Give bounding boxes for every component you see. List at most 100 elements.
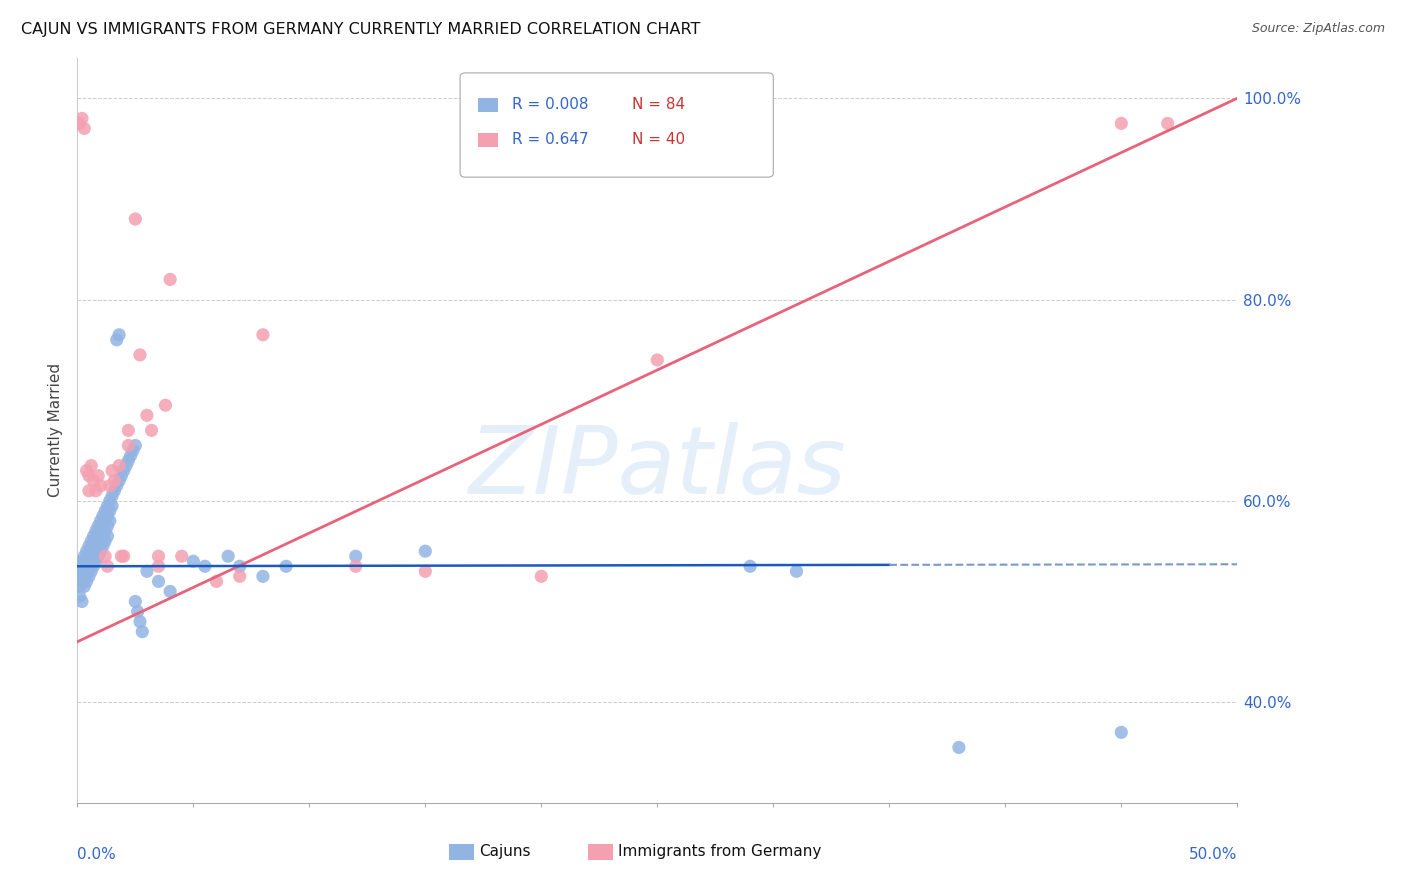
Point [135, 564, 157, 578]
Point [87, 519, 110, 533]
Point [83, 539, 105, 553]
Point [87, 468, 110, 483]
Point [77, 539, 100, 553]
Point [129, 615, 152, 629]
Point [73, 579, 96, 593]
Point [77, 559, 100, 574]
Point [83, 474, 105, 488]
Point [84, 544, 107, 558]
Point [115, 458, 138, 473]
Point [101, 489, 124, 503]
Point [83, 549, 105, 564]
Point [135, 409, 157, 423]
Point [98, 493, 121, 508]
FancyBboxPatch shape [478, 133, 498, 146]
Point [948, 740, 970, 755]
Point [117, 453, 139, 467]
Point [90, 534, 111, 549]
Point [84, 554, 107, 568]
Point [108, 327, 131, 342]
Point [112, 464, 135, 478]
Point [94, 549, 117, 564]
Point [877, 811, 901, 825]
Point [91, 529, 114, 543]
Point [1111, 725, 1133, 739]
Point [80, 544, 103, 558]
Point [91, 539, 114, 553]
Point [120, 449, 142, 463]
Point [91, 508, 114, 523]
Point [101, 464, 124, 478]
Point [274, 559, 298, 574]
Point [413, 564, 436, 578]
Point [194, 559, 217, 574]
Text: Cajuns: Cajuns [478, 844, 530, 859]
Point [90, 544, 111, 558]
Point [70, 574, 93, 589]
Point [785, 564, 807, 578]
Point [76, 544, 98, 558]
Point [69, 569, 91, 583]
Point [98, 504, 121, 518]
Text: Source: ZipAtlas.com: Source: ZipAtlas.com [1251, 22, 1385, 36]
Point [83, 559, 105, 574]
Point [127, 605, 149, 619]
Point [1156, 116, 1178, 130]
Y-axis label: Currently Married: Currently Married [48, 363, 63, 498]
Point [740, 559, 762, 574]
Point [647, 353, 669, 368]
Text: R = 0.008: R = 0.008 [512, 97, 589, 112]
Point [105, 479, 128, 493]
Point [70, 594, 93, 608]
Point [84, 534, 107, 549]
Point [80, 564, 103, 578]
Point [70, 564, 93, 578]
Text: R = 0.647: R = 0.647 [512, 132, 589, 147]
Text: CAJUN VS IMMIGRANTS FROM GERMANY CURRENTLY MARRIED CORRELATION CHART: CAJUN VS IMMIGRANTS FROM GERMANY CURRENT… [21, 22, 700, 37]
Point [77, 549, 100, 564]
FancyBboxPatch shape [588, 844, 613, 860]
Point [108, 474, 131, 488]
FancyBboxPatch shape [478, 98, 498, 112]
Text: 0.0%: 0.0% [77, 847, 117, 863]
Point [228, 559, 252, 574]
FancyBboxPatch shape [460, 73, 773, 178]
Point [108, 458, 131, 473]
Point [90, 514, 111, 528]
Point [87, 539, 110, 553]
Point [96, 529, 118, 543]
Point [76, 574, 98, 589]
Point [530, 569, 553, 583]
Point [69, 559, 91, 574]
Point [155, 398, 177, 412]
Point [69, 579, 91, 593]
Point [94, 504, 117, 518]
Point [96, 499, 118, 513]
Point [101, 499, 124, 513]
Point [69, 590, 91, 604]
Text: 50.0%: 50.0% [1189, 847, 1237, 863]
Point [84, 483, 107, 498]
Point [76, 464, 98, 478]
Point [96, 508, 118, 523]
Point [148, 574, 170, 589]
Point [124, 212, 146, 227]
Point [112, 549, 135, 564]
Point [87, 529, 110, 543]
Point [205, 574, 228, 589]
Point [73, 559, 96, 574]
Point [122, 443, 145, 458]
Point [110, 468, 132, 483]
Point [103, 483, 125, 498]
Point [117, 423, 139, 437]
Point [96, 559, 118, 574]
Point [98, 479, 121, 493]
Point [94, 534, 117, 549]
Point [94, 524, 117, 538]
Point [159, 272, 181, 286]
Point [70, 112, 93, 126]
Point [76, 564, 98, 578]
Point [76, 554, 98, 568]
Point [252, 327, 274, 342]
Text: Immigrants from Germany: Immigrants from Germany [617, 844, 821, 859]
